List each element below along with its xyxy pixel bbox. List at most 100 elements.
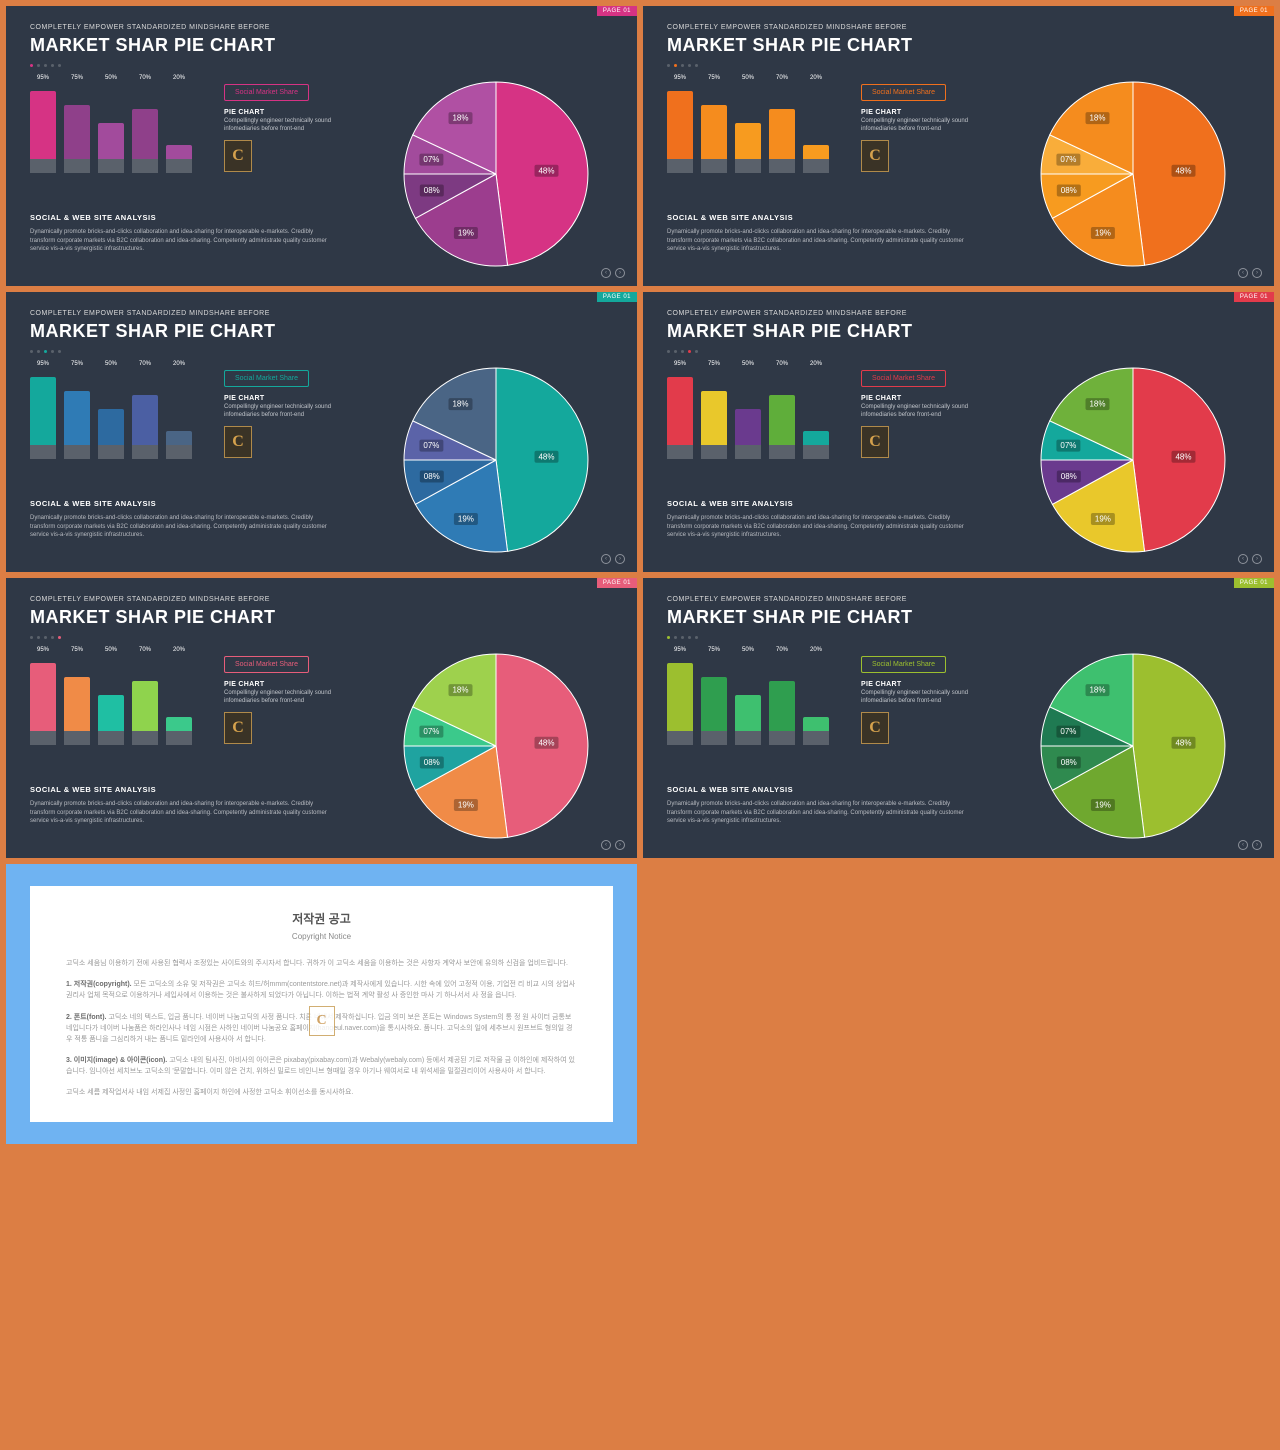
bar-fill	[98, 123, 124, 159]
nav-next-icon[interactable]: ›	[1252, 268, 1262, 278]
pie-label: 08%	[1060, 472, 1076, 481]
pie-chart-desc: Compellingly engineer technically sound …	[224, 118, 364, 134]
nav-next-icon[interactable]: ›	[615, 268, 625, 278]
page-title: MARKET SHAR PIE CHART	[667, 321, 1250, 342]
bar-label: 95%	[667, 75, 693, 81]
bar-base	[98, 159, 124, 173]
pie-chart-desc: Compellingly engineer technically sound …	[861, 118, 1001, 134]
bar-fill	[166, 717, 192, 731]
bar-base	[64, 731, 90, 745]
bar-fill	[132, 109, 158, 159]
bar-label: 50%	[98, 361, 124, 367]
nav-prev-icon[interactable]: ‹	[601, 268, 611, 278]
copyright-title-en: Copyright Notice	[66, 931, 577, 944]
nav-prev-icon[interactable]: ‹	[601, 554, 611, 564]
pie-label: 18%	[452, 114, 468, 123]
pager-dot	[37, 64, 40, 67]
slide-6: PAGE 01 COMPLETELY EMPOWER STANDARDIZED …	[643, 578, 1274, 858]
pie-chart: 48%19%08%07%18%	[378, 365, 613, 555]
nav-next-icon[interactable]: ›	[615, 554, 625, 564]
bar: 75%	[64, 657, 90, 745]
bar-base	[769, 731, 795, 745]
nav-next-icon[interactable]: ›	[1252, 554, 1262, 564]
nav-prev-icon[interactable]: ‹	[1238, 840, 1248, 850]
bar-label: 95%	[667, 361, 693, 367]
page-badge: PAGE 01	[1234, 6, 1274, 16]
pie-chart-title: PIE CHART	[224, 395, 364, 402]
pie-label: 07%	[1060, 727, 1076, 736]
bar-label: 95%	[30, 361, 56, 367]
analysis-title: SOCIAL & WEB SITE ANALYSIS	[30, 785, 330, 794]
pager-dot	[58, 350, 61, 353]
nav-prev-icon[interactable]: ‹	[1238, 268, 1248, 278]
pager-dot	[44, 350, 47, 353]
bar-fill	[735, 409, 761, 445]
bar-label: 70%	[769, 647, 795, 653]
nav-next-icon[interactable]: ›	[1252, 840, 1262, 850]
bar: 95%	[667, 371, 693, 459]
analysis-block: SOCIAL & WEB SITE ANALYSIS Dynamically p…	[667, 213, 967, 254]
bar: 70%	[769, 657, 795, 745]
subtitle: COMPLETELY EMPOWER STANDARDIZED MINDSHAR…	[667, 310, 1250, 317]
share-badge: Social Market Share	[224, 84, 309, 101]
pager-dot	[37, 350, 40, 353]
bar: 70%	[769, 371, 795, 459]
pie-label: 07%	[423, 441, 439, 450]
bar-base	[98, 445, 124, 459]
bar-base	[735, 159, 761, 173]
pie-label: 18%	[452, 686, 468, 695]
bar-base	[667, 731, 693, 745]
pie-label: 19%	[457, 229, 473, 238]
subtitle: COMPLETELY EMPOWER STANDARDIZED MINDSHAR…	[667, 596, 1250, 603]
bar-label: 75%	[701, 647, 727, 653]
share-badge: Social Market Share	[224, 370, 309, 387]
bar-base	[769, 445, 795, 459]
pie-label: 08%	[423, 758, 439, 767]
bar-base	[30, 731, 56, 745]
bar-fill	[30, 91, 56, 159]
pager-dot	[695, 64, 698, 67]
bar: 75%	[701, 85, 727, 173]
bar-fill	[667, 377, 693, 445]
pie-label: 19%	[457, 515, 473, 524]
bar: 20%	[803, 657, 829, 745]
nav-prev-icon[interactable]: ‹	[601, 840, 611, 850]
pie-chart-title: PIE CHART	[861, 681, 1001, 688]
bar-base	[803, 159, 829, 173]
pager-dots	[30, 350, 613, 353]
bar-label: 70%	[132, 75, 158, 81]
page-badge: PAGE 01	[597, 292, 637, 302]
bar-base	[166, 445, 192, 459]
pager-dot	[58, 64, 61, 67]
nav-next-icon[interactable]: ›	[615, 840, 625, 850]
copyright-p3: 3. 이미지(image) & 아이콘(icon). 고딕소 내의 팀사진, 아…	[66, 1055, 577, 1077]
bar-fill	[166, 431, 192, 445]
bar: 20%	[803, 371, 829, 459]
bar: 50%	[98, 371, 124, 459]
subtitle: COMPLETELY EMPOWER STANDARDIZED MINDSHAR…	[30, 24, 613, 31]
nav-prev-icon[interactable]: ‹	[1238, 554, 1248, 564]
bar: 50%	[735, 371, 761, 459]
pie-chart-title: PIE CHART	[861, 395, 1001, 402]
pager-dot	[51, 350, 54, 353]
bar-label: 50%	[98, 75, 124, 81]
pie-label: 48%	[538, 738, 554, 747]
pager-dot	[37, 636, 40, 639]
bar-label: 75%	[64, 647, 90, 653]
slide-2: PAGE 01 COMPLETELY EMPOWER STANDARDIZED …	[643, 6, 1274, 286]
pie-chart-desc: Compellingly engineer technically sound …	[861, 404, 1001, 420]
pie-label: 18%	[452, 400, 468, 409]
pie-label: 19%	[1094, 801, 1110, 810]
pager-dot	[688, 64, 691, 67]
bar-base	[701, 445, 727, 459]
logo-icon: C	[224, 140, 252, 172]
bar-label: 75%	[701, 361, 727, 367]
bar-base	[98, 731, 124, 745]
bar-fill	[98, 409, 124, 445]
pie-label: 48%	[1175, 738, 1191, 747]
bar-fill	[701, 105, 727, 159]
pie-label: 08%	[423, 186, 439, 195]
analysis-title: SOCIAL & WEB SITE ANALYSIS	[667, 785, 967, 794]
logo-icon: C	[861, 712, 889, 744]
page-title: MARKET SHAR PIE CHART	[30, 321, 613, 342]
